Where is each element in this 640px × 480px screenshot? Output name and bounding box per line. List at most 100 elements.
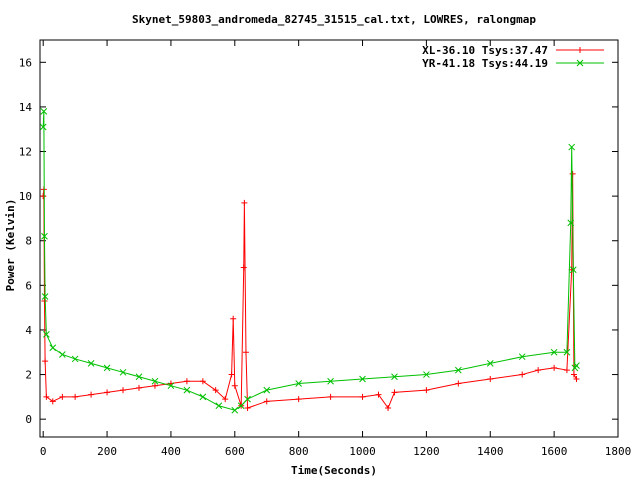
data-point: [183, 386, 191, 394]
data-point: [59, 393, 66, 400]
x-tick-label: 400: [161, 445, 181, 458]
data-point: [550, 348, 558, 356]
x-tick-label: 1400: [477, 445, 504, 458]
y-tick-label: 4: [25, 324, 32, 337]
data-point: [43, 393, 50, 400]
y-tick-label: 6: [25, 279, 32, 292]
data-point: [59, 351, 66, 358]
data-point: [199, 378, 206, 385]
data-point: [87, 360, 95, 367]
data-point: [135, 373, 143, 381]
x-axis: 0 200 400 600 800 1000 1200 1400 1600 1800: [40, 40, 631, 458]
y-tick-label: 12: [19, 146, 32, 159]
legend-marker: [577, 47, 583, 53]
data-point: [119, 368, 127, 376]
data-point: [486, 360, 494, 367]
data-point: [359, 375, 366, 383]
data-point: [88, 391, 95, 398]
data-point: [519, 371, 526, 378]
data-point: [570, 371, 577, 378]
data-point: [222, 396, 229, 403]
x-tick-label: 0: [40, 445, 47, 458]
data-point: [573, 362, 580, 369]
data-point: [39, 123, 47, 131]
data-point: [391, 389, 398, 396]
data-point: [228, 371, 235, 378]
data-point: [71, 355, 79, 363]
data-point: [263, 398, 270, 405]
y-tick-label: 8: [25, 235, 32, 248]
data-point: [40, 108, 48, 115]
data-point: [295, 380, 303, 387]
y-tick-label: 14: [19, 101, 33, 114]
data-point: [535, 367, 542, 374]
data-point: [199, 393, 207, 401]
data-point: [183, 378, 190, 385]
data-point: [242, 349, 249, 356]
x-tick-label: 1800: [605, 445, 632, 458]
data-point: [423, 387, 430, 394]
legend-label: XL-36.10 Tsys:37.47: [422, 44, 548, 57]
data-point: [237, 402, 245, 410]
series-1: [39, 108, 580, 414]
data-point: [230, 315, 237, 322]
y-tick-label: 10: [19, 190, 32, 203]
data-point: [215, 402, 223, 410]
data-point: [375, 391, 382, 398]
data-point: [103, 364, 111, 372]
data-point: [104, 389, 111, 396]
data-point: [241, 199, 248, 206]
chart-title: Skynet_59803_andromeda_82745_31515_cal.t…: [132, 13, 536, 26]
data-point: [240, 264, 247, 271]
data-point: [359, 393, 366, 400]
data-point: [455, 380, 462, 387]
y-tick-label: 2: [25, 369, 32, 382]
data-point: [391, 373, 398, 381]
data-point: [135, 384, 142, 391]
x-tick-label: 800: [289, 445, 309, 458]
x-tick-label: 1200: [413, 445, 440, 458]
data-point: [151, 382, 158, 389]
data-point: [40, 193, 47, 200]
data-point: [569, 266, 577, 274]
data-point: [567, 219, 575, 227]
data-point: [42, 358, 49, 365]
x-tick-label: 1600: [541, 445, 568, 458]
data-point: [569, 170, 576, 177]
series-0: [40, 170, 580, 412]
data-point: [327, 393, 334, 400]
data-point: [244, 405, 251, 412]
data-point: [231, 382, 238, 389]
data-point: [41, 297, 48, 304]
x-tick-label: 1000: [349, 445, 376, 458]
data-point: [563, 348, 571, 356]
y-axis: 0 2 4 6 8 10 12 14 16: [19, 56, 618, 426]
data-point: [231, 406, 239, 414]
legend-label: YR-41.18 Tsys:44.19: [422, 57, 548, 70]
data-point: [41, 232, 48, 240]
data-point: [212, 387, 219, 394]
data-point: [518, 353, 526, 361]
data-point: [151, 377, 159, 385]
data-point: [573, 376, 580, 383]
data-point: [551, 364, 558, 371]
data-point: [167, 382, 175, 390]
x-tick-label: 200: [97, 445, 117, 458]
plot-area-frame: [39, 39, 619, 438]
y-axis-label: Power (Kelvin): [4, 199, 17, 292]
data-point: [487, 376, 494, 383]
data-point: [120, 387, 127, 394]
data-point: [244, 395, 251, 403]
data-point: [423, 371, 430, 378]
data-point: [385, 405, 392, 412]
data-point: [43, 331, 50, 338]
data-point: [41, 293, 49, 300]
data-point: [568, 143, 576, 151]
y-tick-label: 0: [25, 413, 32, 426]
data-point: [49, 344, 57, 352]
y-tick-label: 16: [19, 56, 32, 69]
series-layer: [39, 108, 580, 414]
